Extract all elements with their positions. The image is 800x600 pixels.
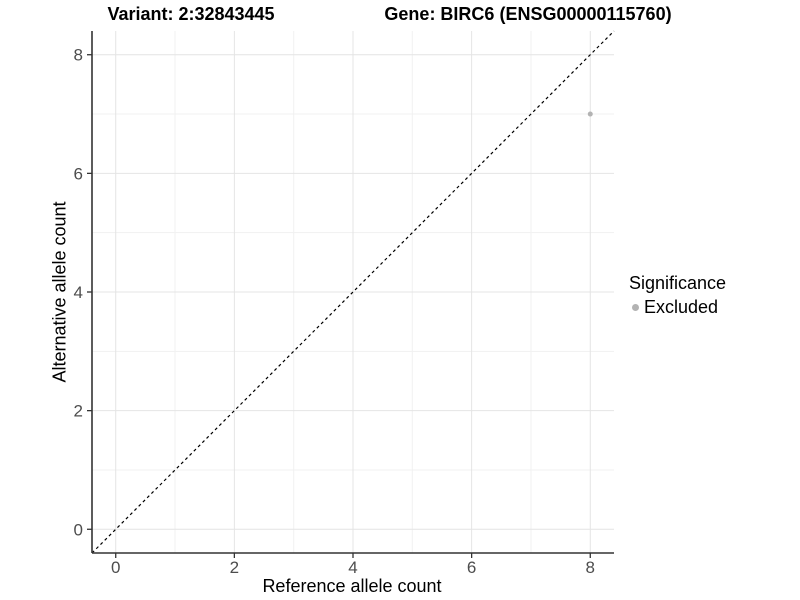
x-axis-title: Reference allele count: [262, 576, 442, 596]
x-tick-label: 8: [586, 558, 595, 577]
variant-title: Variant: 2:32843445: [107, 4, 275, 24]
legend: Significance Excluded: [629, 273, 726, 318]
x-tick-label: 0: [111, 558, 120, 577]
y-tick-label: 6: [74, 164, 83, 183]
y-tick-label: 2: [74, 402, 83, 421]
y-tick-label: 8: [74, 46, 83, 65]
legend-title: Significance: [629, 273, 727, 293]
data-point: [587, 111, 593, 117]
gene-title: Gene: BIRC6 (ENSG00000115760): [384, 4, 672, 24]
x-tick-label: 2: [230, 558, 239, 577]
y-axis-title: Alternative allele count: [49, 201, 70, 383]
legend-item-label: Excluded: [644, 297, 719, 317]
legend-item-excluded: Excluded: [629, 297, 726, 318]
x-tick-label: 6: [467, 558, 476, 577]
excluded-point-icon: [632, 304, 639, 311]
y-tick-label: 4: [74, 283, 83, 302]
y-tick-label: 0: [74, 520, 83, 539]
x-tick-label: 4: [348, 558, 357, 577]
